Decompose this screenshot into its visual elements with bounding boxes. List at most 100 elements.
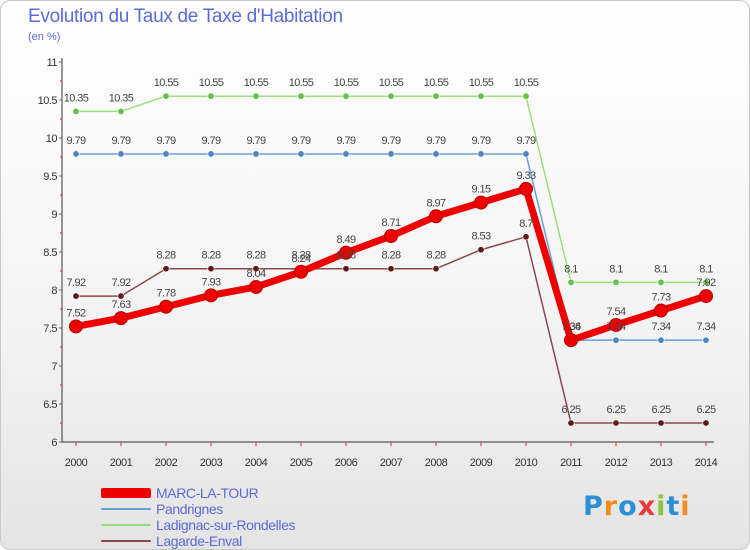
data-label-1: 9.79 (66, 135, 85, 147)
series-point-0 (114, 311, 128, 326)
data-label-0: 8.71 (381, 217, 400, 229)
x-tick-label: 2013 (650, 457, 673, 469)
data-label-2: 10.55 (469, 77, 494, 89)
series-point-3 (702, 419, 710, 427)
series-point-3 (477, 246, 485, 254)
series-point-0 (564, 333, 578, 348)
data-label-1: 9.79 (516, 135, 535, 147)
data-label-0: 7.52 (66, 307, 85, 319)
data-label-0: 7.92 (696, 277, 715, 289)
series-point-0 (294, 264, 308, 279)
y-tick-label: 6.5 (43, 399, 57, 411)
data-label-3: 7.92 (66, 277, 85, 289)
x-tick-label: 2004 (245, 457, 268, 469)
data-label-1: 9.79 (291, 135, 310, 147)
data-label-2: 10.55 (379, 77, 404, 89)
series-point-3 (612, 419, 620, 427)
data-label-3: 8.28 (381, 250, 400, 262)
series-point-2 (567, 278, 575, 286)
data-label-3: 8.28 (246, 250, 265, 262)
series-point-1 (657, 336, 665, 344)
x-tick-label: 2001 (110, 457, 133, 469)
series-point-2 (477, 92, 485, 100)
data-label-3: 6.25 (651, 404, 670, 416)
x-tick-label: 2003 (200, 457, 223, 469)
series-point-2 (432, 92, 440, 100)
series-point-0 (609, 317, 623, 332)
data-label-0: 8.49 (336, 234, 355, 246)
series-point-2 (612, 278, 620, 286)
series-point-0 (654, 303, 668, 318)
series-point-0 (69, 319, 83, 334)
data-label-0: 7.73 (651, 292, 670, 304)
data-label-2: 10.55 (424, 77, 449, 89)
series-point-2 (522, 92, 530, 100)
data-label-3: 8.28 (336, 250, 355, 262)
data-label-1: 7.34 (561, 321, 580, 333)
legend-swatch (101, 488, 151, 498)
logo-letter: t (666, 491, 681, 522)
legend-label: Lagarde-Enval (156, 533, 242, 549)
data-label-2: 10.55 (289, 77, 314, 89)
series-point-1 (252, 150, 260, 158)
logo-letter: i (680, 491, 691, 522)
data-label-0: 7.93 (201, 276, 220, 288)
data-label-0: 8.04 (246, 268, 265, 280)
data-label-3: 8.28 (291, 250, 310, 262)
data-label-2: 8.1 (564, 263, 578, 275)
series-point-2 (252, 92, 260, 100)
series-point-1 (162, 150, 170, 158)
series-point-3 (432, 265, 440, 273)
data-label-0: 9.15 (471, 184, 490, 196)
x-tick-label: 2010 (515, 457, 538, 469)
series-point-2 (702, 278, 710, 286)
series-point-3 (72, 292, 80, 300)
series-point-0 (339, 245, 353, 260)
data-label-1: 9.79 (426, 135, 445, 147)
legend-item: MARC-LA-TOUR (101, 485, 295, 501)
data-label-3: 7.92 (111, 277, 130, 289)
legend-label: Pandrignes (156, 501, 223, 517)
proxiti-logo: Proxiti (583, 491, 691, 522)
y-tick-label: 10.5 (38, 95, 58, 107)
data-label-2: 10.55 (514, 77, 539, 89)
x-tick-label: 2008 (425, 457, 448, 469)
x-tick-label: 2007 (380, 457, 403, 469)
data-label-3: 6.25 (696, 404, 715, 416)
data-label-3: 6.25 (606, 404, 625, 416)
data-label-2: 8.1 (699, 263, 713, 275)
series-point-0 (384, 229, 398, 244)
legend-label: MARC-LA-TOUR (156, 485, 259, 501)
data-label-1: 7.34 (606, 321, 625, 333)
logo-letter: o (618, 491, 638, 522)
data-label-3: 6.25 (561, 404, 580, 416)
data-label-1: 9.79 (336, 135, 355, 147)
data-label-3: 8.28 (426, 250, 445, 262)
series-point-0 (429, 209, 443, 224)
data-label-2: 10.55 (334, 77, 359, 89)
data-label-1: 9.79 (111, 135, 130, 147)
line-chart: 6 6.5 7 7.5 8 8.5 9 9.5 10 10.5 11 2000 2001 2002 2003… (38, 57, 719, 469)
series-point-1 (522, 150, 530, 158)
legend-swatch (101, 540, 151, 542)
series-point-3 (252, 265, 260, 273)
series-point-1 (342, 150, 350, 158)
legend-item: Ladignac-sur-Rondelles (101, 517, 295, 533)
y-tick-label: 8 (51, 285, 57, 297)
data-label-3: 8.28 (201, 250, 220, 262)
series-point-0 (474, 195, 488, 210)
series-point-1 (477, 150, 485, 158)
series-point-1 (432, 150, 440, 158)
chart-subtitle: (en %) (28, 31, 61, 43)
logo-letter: r (603, 491, 619, 522)
data-label-3: 8.28 (156, 250, 175, 262)
series-point-0 (699, 289, 713, 304)
x-tick-label: 2006 (335, 457, 358, 469)
series-point-2 (297, 92, 305, 100)
series-point-1 (612, 336, 620, 344)
series-point-1 (297, 150, 305, 158)
series-point-3 (657, 419, 665, 427)
data-label-2: 10.55 (244, 77, 269, 89)
series-point-2 (207, 92, 215, 100)
